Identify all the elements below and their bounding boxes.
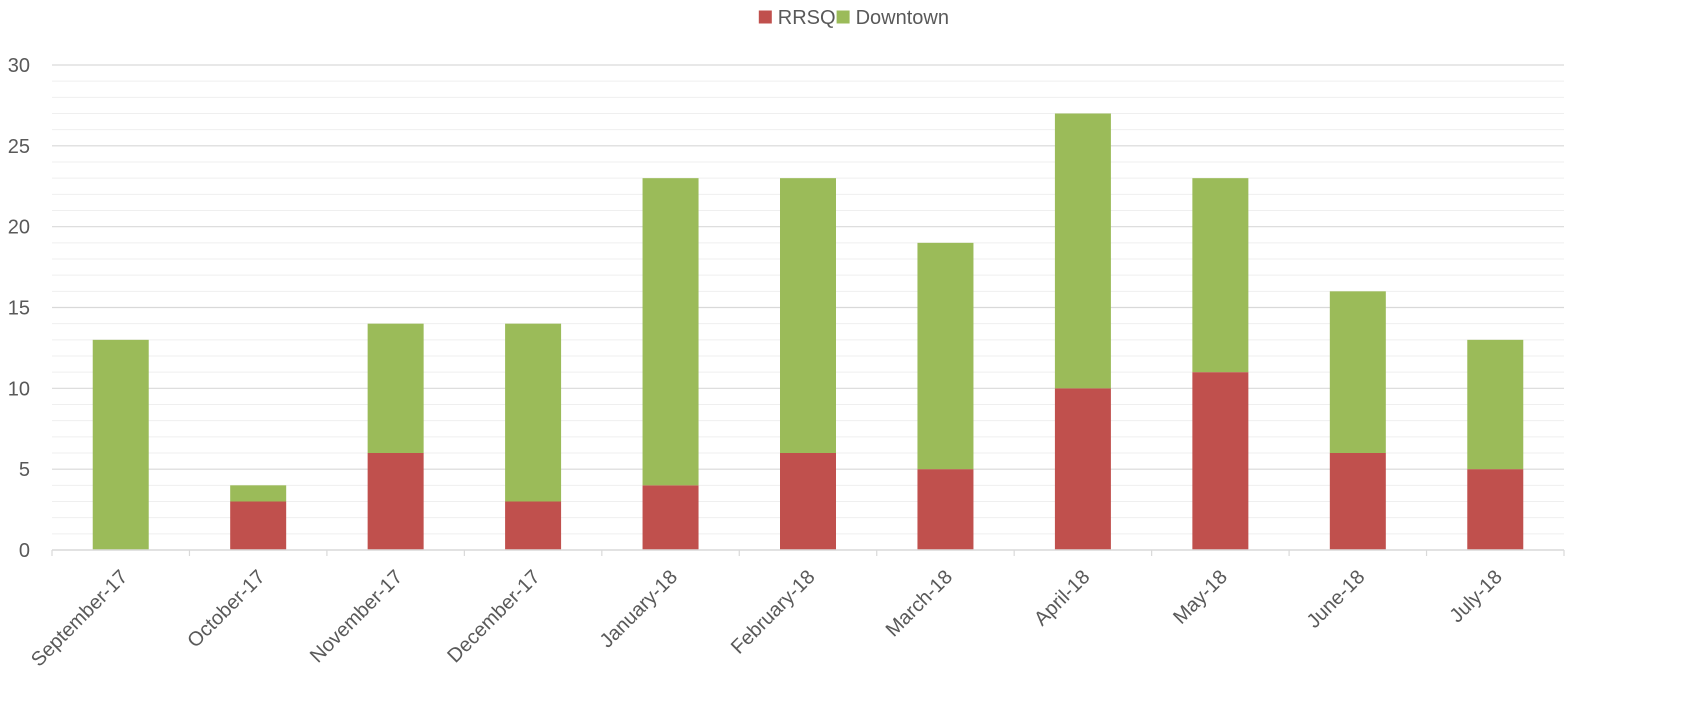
bar-rrsq-may-18 <box>1192 372 1249 550</box>
y-tick-label: 0 <box>19 540 30 562</box>
bar-downtown-april-18 <box>1054 113 1111 389</box>
bar-downtown-may-18 <box>1192 178 1249 373</box>
bar-downtown-june-18 <box>1329 291 1386 453</box>
bar-downtown-february-18 <box>780 178 836 453</box>
legend-label-downtown: Downtown <box>856 7 949 29</box>
bar-rrsq-june-18 <box>1329 453 1386 550</box>
bar-downtown-november-17 <box>367 323 424 453</box>
legend-swatch-downtown <box>836 10 850 24</box>
bar-rrsq-april-18 <box>1054 388 1111 550</box>
legend: RRSQ Downtown <box>758 7 949 29</box>
bars-group <box>92 113 1524 550</box>
y-tick-label: 30 <box>8 55 30 77</box>
y-tick-label: 20 <box>8 217 30 239</box>
bar-rrsq-january-18 <box>642 485 699 550</box>
y-tick-label: 5 <box>19 459 30 481</box>
bar-downtown-september-17 <box>92 339 149 550</box>
x-tick-label: March-18 <box>882 566 957 641</box>
x-tick-label: October-17 <box>183 566 269 652</box>
x-tick-label: May-18 <box>1169 566 1232 629</box>
bar-rrsq-december-17 <box>505 501 562 550</box>
bar-rrsq-february-18 <box>780 453 836 550</box>
x-tick-label: September-17 <box>27 566 132 671</box>
bar-rrsq-march-18 <box>917 469 974 550</box>
y-axis-labels: 0 5 10 15 20 25 30 <box>8 55 30 562</box>
x-axis-ticks <box>51 550 1565 556</box>
y-tick-label: 15 <box>8 298 30 320</box>
bar-rrsq-october-17 <box>230 501 287 550</box>
x-tick-label: February-18 <box>727 566 820 659</box>
legend-label-rrsq: RRSQ <box>778 7 836 29</box>
x-tick-label: April-18 <box>1030 566 1094 630</box>
bar-rrsq-july-18 <box>1467 469 1524 550</box>
x-tick-label: January-18 <box>596 566 682 652</box>
x-tick-label: June-18 <box>1303 566 1370 633</box>
bar-downtown-march-18 <box>917 242 974 470</box>
y-tick-label: 10 <box>8 378 30 400</box>
bar-downtown-january-18 <box>642 178 699 486</box>
bar-rrsq-november-17 <box>367 453 424 550</box>
x-tick-label: December-17 <box>443 566 544 667</box>
x-tick-label: July-18 <box>1446 566 1507 627</box>
legend-swatch-rrsq <box>758 10 772 24</box>
bar-downtown-july-18 <box>1467 339 1524 470</box>
x-axis-labels: September-17 October-17 November-17 Decembe… <box>27 566 1507 671</box>
y-tick-label: 25 <box>8 136 30 158</box>
bar-downtown-december-17 <box>505 323 562 502</box>
bar-downtown-october-17 <box>230 485 287 502</box>
x-tick-label: November-17 <box>306 566 407 667</box>
